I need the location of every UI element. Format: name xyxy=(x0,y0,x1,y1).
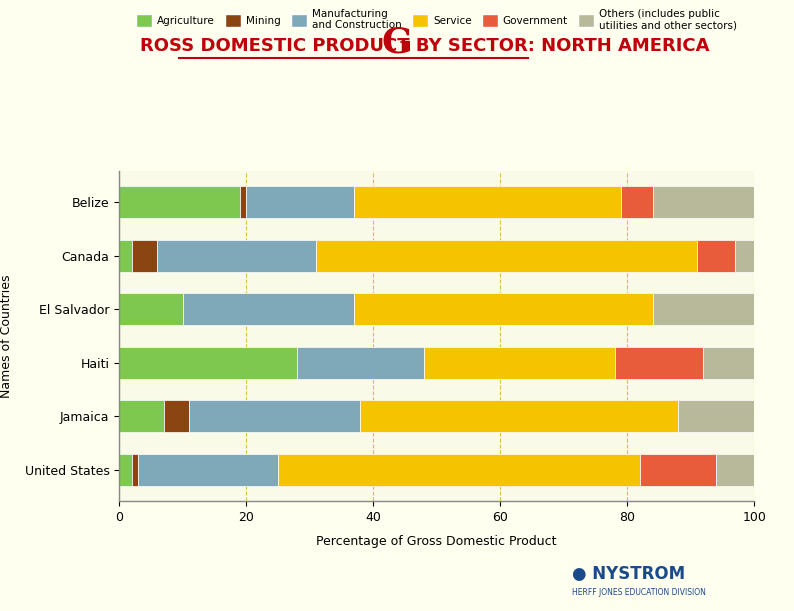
Bar xyxy=(183,293,354,325)
Bar xyxy=(697,240,735,272)
Bar xyxy=(316,240,697,272)
Bar xyxy=(240,186,246,218)
Bar xyxy=(119,400,164,433)
Bar xyxy=(354,293,653,325)
Bar xyxy=(621,186,653,218)
Bar xyxy=(278,454,640,486)
Bar xyxy=(138,454,278,486)
Bar xyxy=(354,186,621,218)
Bar xyxy=(653,293,754,325)
X-axis label: Percentage of Gross Domestic Product: Percentage of Gross Domestic Product xyxy=(317,535,557,548)
Text: G: G xyxy=(382,26,412,60)
Bar xyxy=(246,186,354,218)
Bar xyxy=(132,454,138,486)
Bar xyxy=(360,400,678,433)
Bar xyxy=(164,400,189,433)
Bar xyxy=(132,240,157,272)
Y-axis label: Names of Countries: Names of Countries xyxy=(0,274,13,398)
Text: HERFF JONES EDUCATION DIVISION: HERFF JONES EDUCATION DIVISION xyxy=(572,588,706,597)
Bar xyxy=(157,240,316,272)
Bar xyxy=(424,347,615,379)
Bar xyxy=(640,454,716,486)
Bar xyxy=(119,454,132,486)
Bar xyxy=(615,347,703,379)
Bar xyxy=(653,186,754,218)
Text: ● NYSTROM: ● NYSTROM xyxy=(572,565,684,584)
Bar xyxy=(119,186,240,218)
Bar xyxy=(678,400,754,433)
Bar xyxy=(119,293,183,325)
Bar xyxy=(119,347,297,379)
Bar xyxy=(703,347,754,379)
Legend: Agriculture, Mining, Manufacturing
and Construction, Service, Government, Others: Agriculture, Mining, Manufacturing and C… xyxy=(132,5,742,35)
Bar xyxy=(297,347,424,379)
Text: ROSS DOMESTIC PRODUCT BY SECTOR: NORTH AMERICA: ROSS DOMESTIC PRODUCT BY SECTOR: NORTH A… xyxy=(140,37,710,55)
Bar xyxy=(716,454,754,486)
Bar xyxy=(735,240,754,272)
Bar xyxy=(189,400,360,433)
Bar xyxy=(119,240,132,272)
